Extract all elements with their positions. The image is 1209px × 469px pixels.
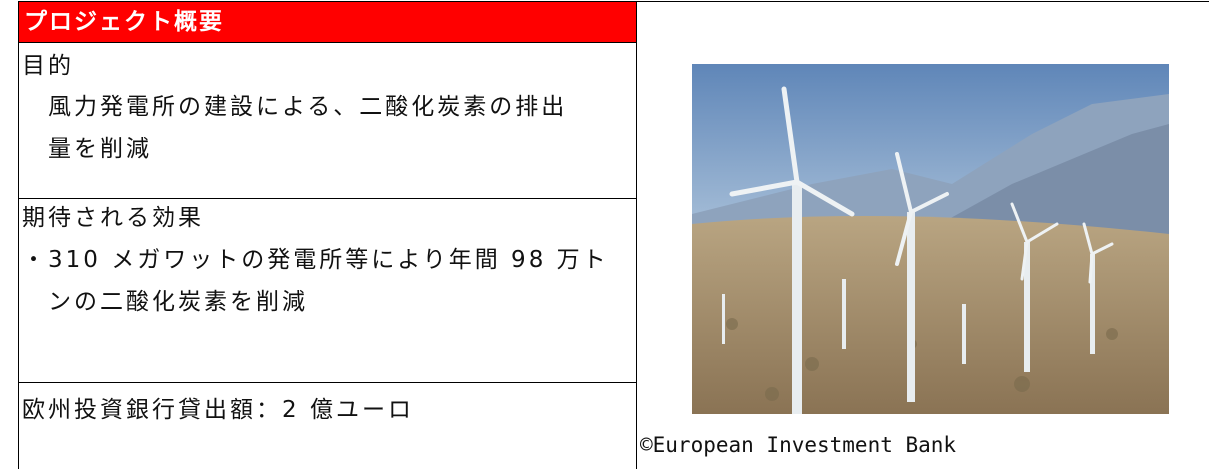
border bbox=[636, 1, 637, 469]
row-label: 目的 bbox=[22, 46, 74, 86]
row-text: 量を削減 bbox=[48, 129, 152, 169]
border bbox=[18, 382, 636, 383]
row-text: 風力発電所の建設による、二酸化炭素の排出 bbox=[48, 87, 567, 127]
photo-caption: ©European Investment Bank bbox=[640, 430, 956, 460]
page: プロジェクト概要 目的 風力発電所の建設による、二酸化炭素の排出 量を削減 期待… bbox=[0, 0, 1209, 469]
row-text: ンの二酸化炭素を削減 bbox=[48, 282, 308, 322]
header-title: プロジェクト概要 bbox=[24, 2, 224, 42]
row-label: 欧州投資銀行貸出額：2 億ユーロ bbox=[22, 390, 414, 430]
border bbox=[18, 1, 1209, 2]
row-text: ・310 メガワットの発電所等により年間 98 万ト bbox=[22, 240, 609, 280]
row-label: 期待される効果 bbox=[22, 198, 204, 238]
border bbox=[18, 42, 636, 43]
border bbox=[18, 1, 19, 469]
wind-farm-photo bbox=[692, 64, 1169, 414]
